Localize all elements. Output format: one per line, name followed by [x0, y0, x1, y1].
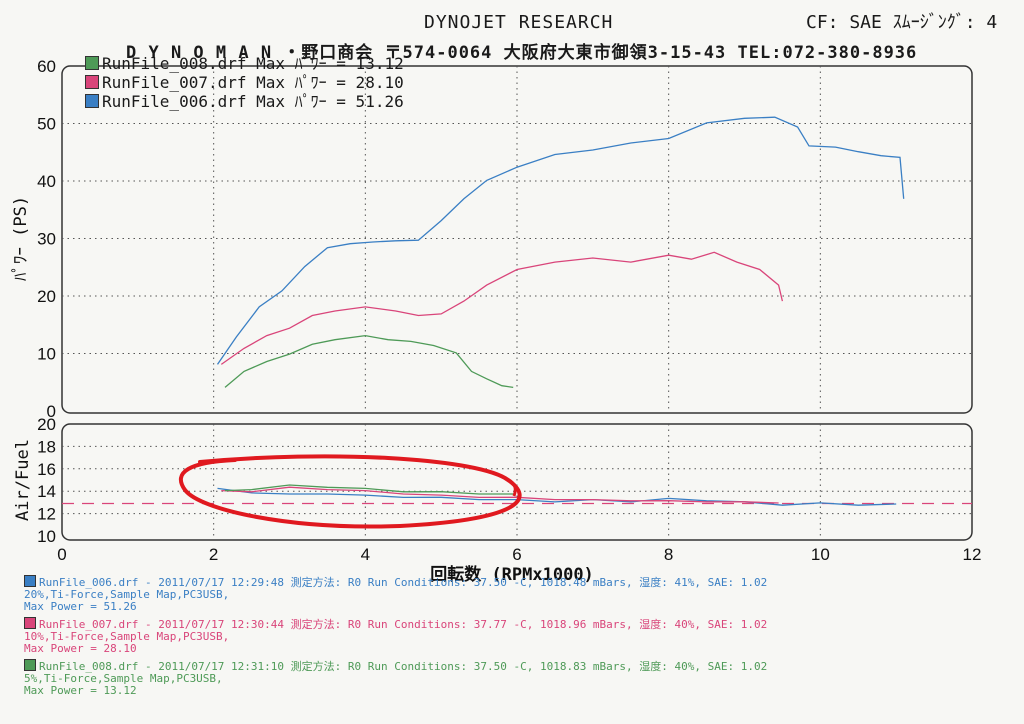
- footer-swatch: [24, 617, 36, 629]
- footer-run008: RunFile_008.drf - 2011/07/17 12:31:10 測定…: [24, 659, 767, 697]
- footer-line: RunFile_007.drf - 2011/07/17 12:30:44 測定…: [39, 618, 768, 631]
- y-tick-label: 12: [37, 505, 56, 524]
- y-axis-label: ﾊﾟﾜｰ (PS): [11, 196, 31, 281]
- y-tick-label: 0: [47, 402, 56, 421]
- footer-line: Max Power = 28.10: [24, 642, 137, 655]
- y-tick-label: 10: [37, 345, 56, 364]
- y-tick-label: 30: [37, 230, 56, 249]
- plot-frame: [61, 65, 973, 414]
- y-tick-label: 40: [37, 172, 56, 191]
- hand-drawn-ellipse-tail: [504, 476, 517, 497]
- shop-address-line: D Y N O M A N ・野口商会 〒574-0064 大阪府大東市御領3-…: [126, 43, 918, 63]
- x-tick-label: 10: [811, 545, 830, 564]
- y-axis-label: Air/Fuel: [13, 439, 33, 521]
- x-axis-label: 回転数 (RPMx1000): [430, 564, 594, 585]
- series-line-runfile-008-drf: [224, 334, 514, 389]
- y-tick-label: 14: [37, 482, 56, 501]
- series-line-runfile-007-drf: [221, 486, 779, 504]
- hand-drawn-ellipse-annotation: [178, 454, 522, 529]
- footer-line: RunFile_008.drf - 2011/07/17 12:31:10 測定…: [39, 660, 768, 673]
- legend-item-run006: RunFile_006.drf Max ﾊﾟﾜｰ = 51.26: [85, 88, 404, 112]
- series-line-runfile-007-drf: [220, 251, 784, 365]
- series-line-runfile-006-drf: [217, 487, 897, 506]
- y-tick-label: 20: [37, 415, 56, 434]
- footer-line: Max Power = 13.12: [24, 684, 137, 697]
- footer-line: 20%,Ti-Force,Sample Map,PC3USB,: [24, 588, 230, 601]
- report-title: DYNOJET RESEARCH: [424, 12, 614, 33]
- legend-item-run008: RunFile_008.drf Max ﾊﾟﾜｰ = 13.12: [85, 50, 404, 74]
- legend-label: RunFile_007.drf Max ﾊﾟﾜｰ = 28.10: [102, 73, 404, 92]
- y-tick-label: 16: [37, 460, 56, 479]
- footer-line: 10%,Ti-Force,Sample Map,PC3USB,: [24, 630, 230, 643]
- y-tick-label: 50: [37, 115, 56, 134]
- x-tick-label: 6: [512, 545, 521, 564]
- legend-swatch: [85, 56, 99, 70]
- footer-line: Max Power = 51.26: [24, 600, 137, 613]
- x-tick-label: 8: [664, 545, 673, 564]
- footer-run007: RunFile_007.drf - 2011/07/17 12:30:44 測定…: [24, 617, 767, 655]
- legend-swatch: [85, 75, 99, 89]
- legend-swatch: [85, 94, 99, 108]
- y-tick-label: 20: [37, 287, 56, 306]
- cf-smoothing-label: CF: SAE ｽﾑｰｼﾞﾝｸﾞ: 4: [806, 12, 998, 33]
- x-tick-label: 0: [57, 545, 66, 564]
- legend-label: RunFile_008.drf Max ﾊﾟﾜｰ = 13.12: [102, 54, 404, 73]
- x-tick-label: 12: [963, 545, 982, 564]
- y-tick-label: 18: [37, 437, 56, 456]
- series-line-runfile-006-drf: [216, 116, 905, 365]
- series-line-runfile-008-drf: [224, 484, 514, 495]
- footer-line: RunFile_006.drf - 2011/07/17 12:29:48 測定…: [39, 576, 768, 589]
- x-tick-label: 4: [361, 545, 370, 564]
- footer-run006: RunFile_006.drf - 2011/07/17 12:29:48 測定…: [24, 575, 767, 613]
- y-tick-label: 10: [37, 527, 56, 546]
- footer-swatch: [24, 575, 36, 587]
- footer-swatch: [24, 659, 36, 671]
- x-tick-label: 2: [209, 545, 218, 564]
- legend-label: RunFile_006.drf Max ﾊﾟﾜｰ = 51.26: [102, 92, 404, 111]
- y-tick-label: 60: [37, 57, 56, 76]
- legend-item-run007: RunFile_007.drf Max ﾊﾟﾜｰ = 28.10: [85, 69, 404, 93]
- footer-line: 5%,Ti-Force,Sample Map,PC3USB,: [24, 672, 223, 685]
